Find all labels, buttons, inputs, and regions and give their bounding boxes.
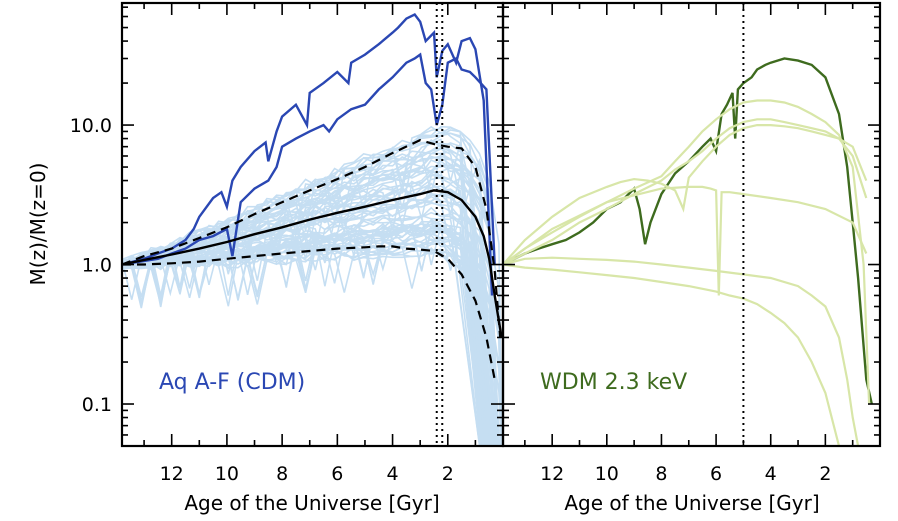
cdm-highlight-lower-line xyxy=(122,52,496,266)
cdm-xtick-label: 12 xyxy=(160,463,184,485)
cdm-axes: 12 10 8 6 4 2 0.1 1.0 10.0 xyxy=(70,1,505,485)
wdm-wdm-light-3-line xyxy=(503,124,868,266)
wdm-xtick-label: 4 xyxy=(765,463,777,485)
wdm-wdm-light-6-line xyxy=(503,263,841,446)
x-axis-title-wdm: Age of the Universe [Gyr] xyxy=(564,491,819,515)
cdm-xtick-label: 2 xyxy=(442,463,454,485)
cdm-subhalo-track xyxy=(122,125,486,446)
cdm-subhalo-track xyxy=(122,152,485,446)
ytick-label: 0.1 xyxy=(82,394,112,416)
ytick-label: 10.0 xyxy=(70,115,112,137)
wdm-axes: 12 10 8 6 4 2 xyxy=(501,1,882,485)
y-axis-title: M(z)/M(z=0) xyxy=(26,163,50,286)
cdm-subhalo-track xyxy=(122,155,501,446)
cdm-highlight-upper-line xyxy=(122,12,494,296)
cdm-subhalo-track xyxy=(122,242,484,446)
wdm-frame xyxy=(501,1,882,448)
wdm-plot-area xyxy=(503,57,873,446)
cdm-xtick-label: 4 xyxy=(387,463,399,485)
cdm-subhalo-track xyxy=(122,201,503,446)
wdm-wdm-light-1-line xyxy=(503,99,871,405)
cdm-subhalo-track xyxy=(122,214,482,446)
cdm-subhalo-track xyxy=(122,236,492,446)
cdm-xtick-label: 8 xyxy=(276,463,288,485)
wdm-xtick-label: 12 xyxy=(540,463,564,485)
wdm-panel: 12 10 8 6 4 2 WDM 2.3 keV xyxy=(501,1,882,485)
wdm-wdm-light-4-line xyxy=(503,185,868,296)
cdm-subhalo-track xyxy=(122,214,491,446)
ytick-label: 1.0 xyxy=(82,255,112,277)
wdm-panel-label: WDM 2.3 keV xyxy=(540,370,687,395)
cdm-median-line xyxy=(122,189,503,338)
wdm-xtick-label: 6 xyxy=(710,463,722,485)
cdm-panel-label: Aq A-F (CDM) xyxy=(159,370,305,395)
cdm-percentile-upper-line xyxy=(122,138,502,338)
wdm-wdm-light-2-line xyxy=(503,118,868,266)
wdm-xtick-label: 10 xyxy=(595,463,619,485)
cdm-percentile-lower-line xyxy=(122,245,496,380)
wdm-wdm-light-5-line xyxy=(503,256,860,446)
cdm-subhalo-track xyxy=(122,132,496,446)
cdm-subhalo-track xyxy=(122,242,490,446)
wdm-xtick-label: 2 xyxy=(819,463,831,485)
cdm-xtick-label: 6 xyxy=(331,463,343,485)
cdm-xtick-label: 10 xyxy=(215,463,239,485)
x-axis-title-cdm: Age of the Universe [Gyr] xyxy=(184,491,439,515)
wdm-wdm-highlight-line xyxy=(503,57,873,405)
cdm-subhalo-track xyxy=(122,226,485,446)
cdm-panel: 12 10 8 6 4 2 0.1 1.0 10.0 Aq A-F (CDM) xyxy=(70,1,505,485)
cdm-plot-area xyxy=(122,12,503,446)
wdm-xtick-label: 8 xyxy=(655,463,667,485)
